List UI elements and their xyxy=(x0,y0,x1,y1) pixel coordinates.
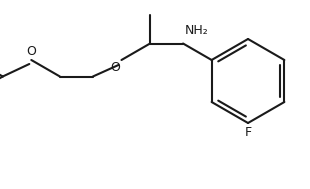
Text: O: O xyxy=(26,45,36,58)
Text: F: F xyxy=(245,126,251,139)
Text: NH₂: NH₂ xyxy=(185,23,209,36)
Text: O: O xyxy=(111,61,121,74)
